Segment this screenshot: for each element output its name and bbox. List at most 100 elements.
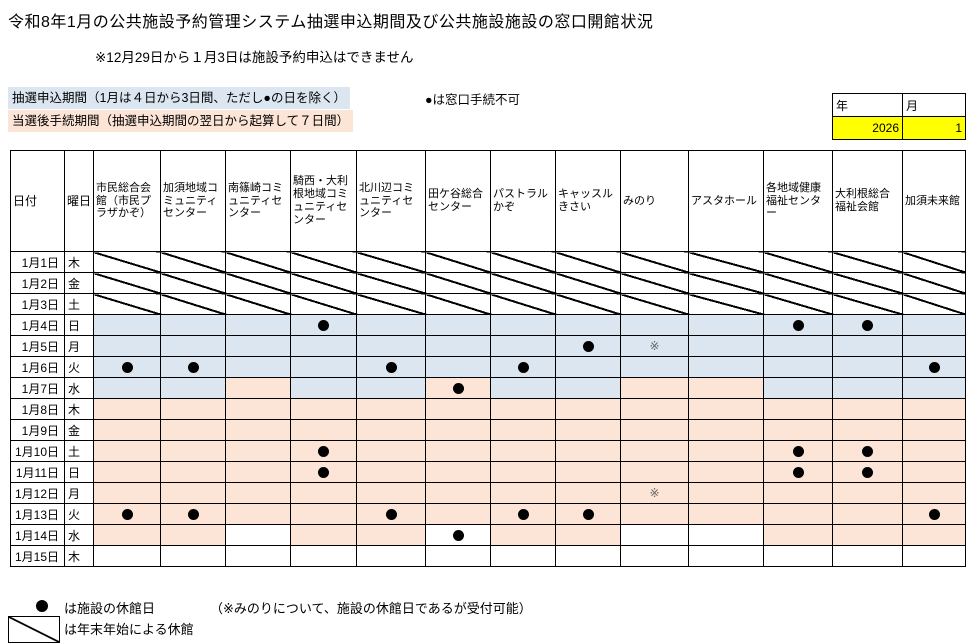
status-cell [225, 524, 291, 546]
status-cell [902, 335, 966, 357]
day-cell: 火 [64, 503, 94, 525]
status-cell [688, 293, 764, 315]
status-cell [555, 272, 621, 294]
status-cell [425, 356, 491, 378]
status-cell [290, 377, 357, 399]
status-cell [160, 440, 226, 462]
status-cell [832, 272, 903, 294]
day-cell: 木 [64, 398, 94, 420]
status-cell [763, 545, 833, 567]
status-cell [490, 335, 556, 357]
legend-procedure-period: 当選後手続期間（抽選申込期間の翌日から起算して７日間） [8, 110, 354, 132]
status-cell [902, 377, 966, 399]
status-cell [225, 419, 291, 441]
status-cell [832, 419, 903, 441]
date-cell: 1月2日 [10, 272, 65, 294]
page-subtitle: ※12月29日から１月3日は施設予約申込はできません [95, 50, 414, 65]
status-cell [225, 314, 291, 336]
month-label: 月 [902, 93, 966, 117]
facility-header: 騎西・大利根地域コミュニティセンター [290, 150, 357, 252]
status-cell [356, 524, 426, 546]
closed-day-dot-icon [582, 508, 594, 520]
status-cell [425, 545, 491, 567]
status-cell [555, 356, 621, 378]
facility-header: 大利根総合福祉会館 [832, 150, 903, 252]
status-cell [832, 461, 903, 483]
facility-header: パストラルかぞ [490, 150, 556, 252]
month-input-cell[interactable]: 1 [902, 116, 966, 140]
status-cell [763, 440, 833, 462]
day-cell: 木 [64, 545, 94, 567]
status-cell [356, 482, 426, 504]
status-cell [763, 272, 833, 294]
status-cell [763, 398, 833, 420]
closed-day-dot-icon [792, 466, 804, 478]
status-cell [902, 524, 966, 546]
status-cell [93, 461, 161, 483]
status-cell [620, 524, 689, 546]
status-cell [620, 419, 689, 441]
status-cell [902, 251, 966, 273]
status-cell [160, 503, 226, 525]
status-cell [763, 335, 833, 357]
day-cell: 土 [64, 440, 94, 462]
status-cell [688, 398, 764, 420]
status-cell [902, 440, 966, 462]
status-cell [425, 293, 491, 315]
status-cell: ※ [620, 335, 689, 357]
date-cell: 1月13日 [10, 503, 65, 525]
date-cell: 1月1日 [10, 251, 65, 273]
status-cell [620, 461, 689, 483]
closed-day-dot-icon [582, 340, 594, 352]
date-cell: 1月3日 [10, 293, 65, 315]
facility-header: 南篠崎コミュニティセンター [225, 150, 291, 252]
status-cell [763, 482, 833, 504]
status-cell [490, 356, 556, 378]
status-cell [93, 419, 161, 441]
status-cell [490, 293, 556, 315]
date-column-header: 日付 [10, 150, 65, 252]
status-cell [555, 335, 621, 357]
status-cell [688, 377, 764, 399]
status-cell [832, 377, 903, 399]
status-cell [93, 377, 161, 399]
status-cell [160, 251, 226, 273]
status-cell [93, 293, 161, 315]
status-cell [620, 314, 689, 336]
status-cell [290, 419, 357, 441]
status-cell [425, 314, 491, 336]
schedule-table: 日付 曜日 市民総合会館（市民プラザかぞ） 加須地域コミュニティセンター 南篠崎コミュニ… [10, 150, 966, 567]
day-cell: 土 [64, 293, 94, 315]
status-cell [160, 461, 226, 483]
status-cell [902, 461, 966, 483]
status-cell [356, 272, 426, 294]
status-cell [688, 503, 764, 525]
status-cell [555, 377, 621, 399]
closed-day-dot-icon [121, 508, 133, 520]
status-cell [160, 356, 226, 378]
status-cell [356, 461, 426, 483]
status-cell [160, 419, 226, 441]
status-cell [490, 524, 556, 546]
year-input-cell[interactable]: 2026 [832, 116, 903, 140]
date-cell: 1月6日 [10, 356, 65, 378]
closed-day-dot-icon [517, 361, 529, 373]
status-cell [620, 377, 689, 399]
facility-header: 市民総合会館（市民プラザかぞ） [93, 150, 161, 252]
status-cell [160, 293, 226, 315]
facility-header: キャッスルきさい [555, 150, 621, 252]
status-cell [490, 503, 556, 525]
closed-day-dot-icon [792, 445, 804, 457]
status-cell [555, 440, 621, 462]
closed-but-accepting-kome: ※ [649, 339, 660, 353]
status-cell [425, 272, 491, 294]
status-cell [555, 398, 621, 420]
status-cell [688, 335, 764, 357]
legend-counter-note: ●は窓口手続不可 [425, 93, 521, 107]
closed-but-accepting-kome: ※ [649, 486, 660, 500]
status-cell [425, 524, 491, 546]
status-cell [93, 503, 161, 525]
status-cell [93, 251, 161, 273]
status-cell [356, 335, 426, 357]
closed-day-dot-icon [452, 382, 464, 394]
